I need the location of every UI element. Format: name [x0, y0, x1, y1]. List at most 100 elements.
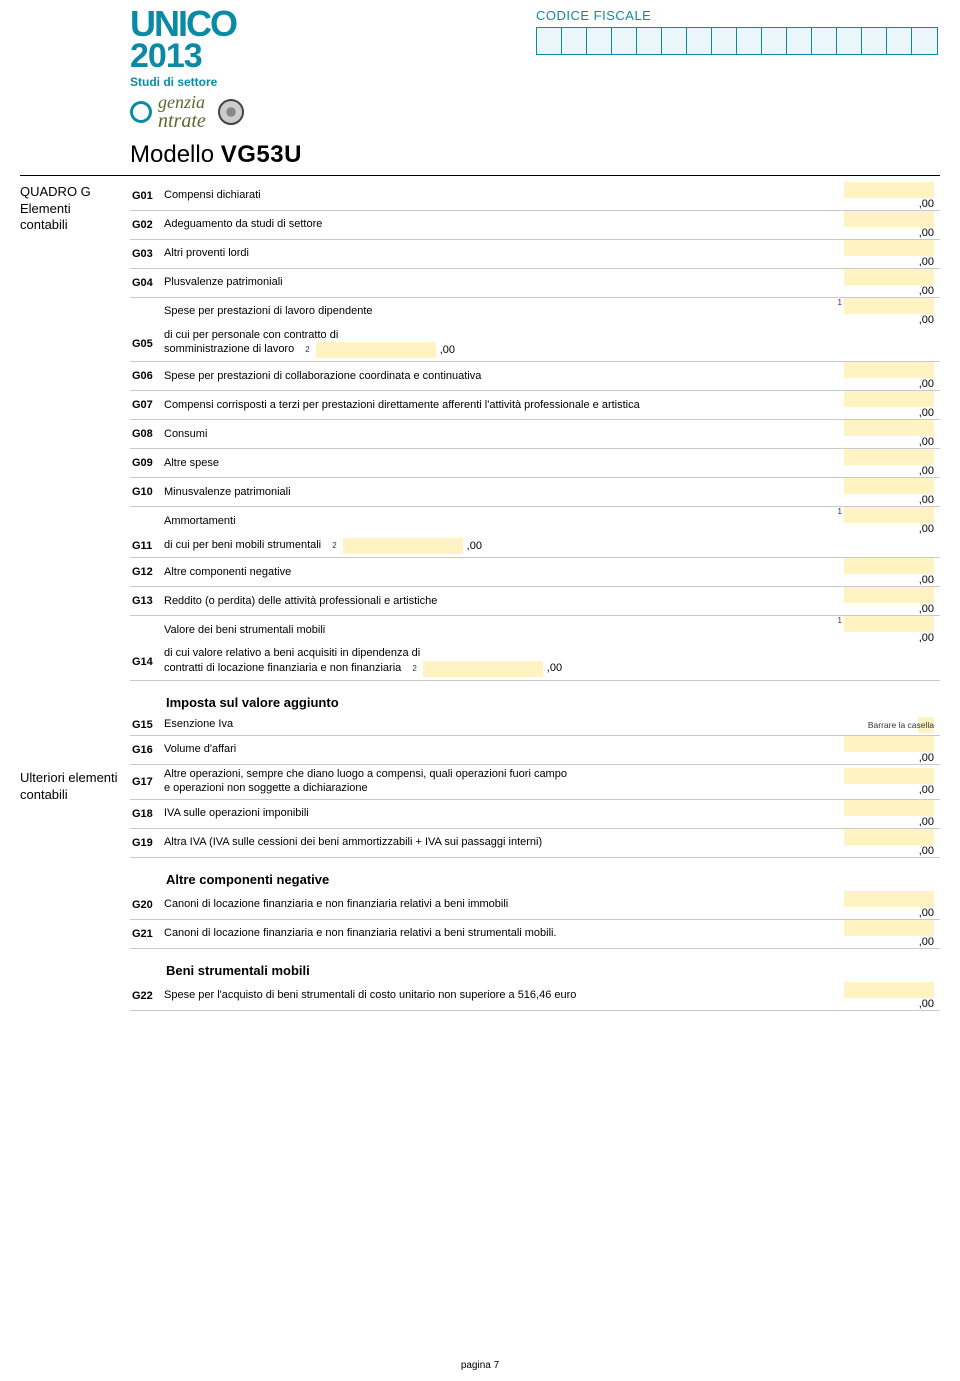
desc-g09: Altre spese: [164, 454, 830, 474]
input-g22[interactable]: [844, 982, 934, 998]
code-g15: G15: [130, 719, 164, 731]
row-g15: G15 Esenzione Iva Barrare la casella: [130, 714, 940, 736]
barrare-note: Barrare la casella: [868, 720, 934, 730]
input-g19[interactable]: [844, 829, 934, 845]
codice-fiscale-input[interactable]: [536, 27, 938, 55]
input-g07[interactable]: [844, 391, 934, 407]
sup1: 1: [838, 616, 842, 625]
suffix: ,00: [919, 465, 934, 477]
g05-line2b: somministrazione di lavoro: [164, 343, 294, 355]
val-g22: ,00: [830, 982, 940, 1010]
agenzia-icon: [130, 101, 152, 123]
agenzia-line1: genzia: [158, 92, 205, 112]
suffix: ,00: [919, 285, 934, 297]
row-g22: G22 Spese per l'acquisto di beni strumen…: [130, 982, 940, 1011]
suffix: ,00: [919, 198, 934, 210]
desc-g19: Altra IVA (IVA sulle cessioni dei beni a…: [164, 833, 830, 853]
desc-g16: Volume d'affari: [164, 740, 830, 760]
desc-g04: Plusvalenze patrimoniali: [164, 273, 830, 293]
code-g16: G16: [130, 744, 164, 756]
code-g21: G21: [130, 928, 164, 940]
input-g21[interactable]: [844, 920, 934, 936]
g05-line1: Spese per prestazioni di lavoro dipenden…: [164, 305, 373, 317]
code-g19: G19: [130, 837, 164, 849]
desc-g22: Spese per l'acquisto di beni strumentali…: [164, 986, 830, 1006]
suffix: ,00: [919, 314, 934, 326]
row-g02: G02 Adeguamento da studi di settore ,00: [130, 211, 940, 240]
input-g12[interactable]: [844, 558, 934, 574]
quadro-g-title: QUADRO G: [20, 184, 122, 201]
g14-line2a: di cui valore relativo a beni acquisiti …: [164, 647, 420, 659]
val-g10: ,00: [830, 478, 940, 506]
desc-g05-1: Spese per prestazioni di lavoro dipenden…: [164, 302, 830, 322]
input-g09[interactable]: [844, 449, 934, 465]
suffix: ,00: [919, 378, 934, 390]
suffix: ,00: [440, 344, 455, 358]
input-g04[interactable]: [844, 269, 934, 285]
row-g12: G12 Altre componenti negative ,00: [130, 558, 940, 587]
input-g03[interactable]: [844, 240, 934, 256]
modello-code: VG53U: [221, 141, 302, 168]
code-g01: G01: [130, 190, 164, 202]
code-g17: G17: [130, 776, 164, 788]
row-g09: G09 Altre spese ,00: [130, 449, 940, 478]
input-g11-2[interactable]: [343, 538, 463, 554]
input-g05-2[interactable]: [316, 342, 436, 358]
code-g07: G07: [130, 399, 164, 411]
page-number: pagina 7: [461, 1360, 499, 1371]
suffix: ,00: [919, 936, 934, 948]
val-g07: ,00: [830, 391, 940, 419]
modello-prefix: Modello: [130, 141, 214, 168]
suffix: ,00: [919, 256, 934, 268]
input-g13[interactable]: [844, 587, 934, 603]
input-g14-1[interactable]: [844, 616, 934, 632]
row-g14-bot: G14 di cui valore relativo a beni acquis…: [130, 644, 940, 681]
input-g02[interactable]: [844, 211, 934, 227]
g05-inline: 2 ,00: [305, 342, 455, 358]
input-g10[interactable]: [844, 478, 934, 494]
input-g16[interactable]: [844, 736, 934, 752]
divider: [20, 175, 940, 176]
input-g01[interactable]: [844, 182, 934, 198]
row-g11-bot: G11 di cui per beni mobili strumentali 2…: [130, 535, 940, 558]
val-g05-1: 1,00: [830, 298, 940, 326]
g05-line2a: di cui per personale con contratto di: [164, 329, 338, 341]
tax-form-page: UNICO 2013 Studi di settore CODICE FISCA…: [0, 0, 960, 1381]
row-g06: G06 Spese per prestazioni di collaborazi…: [130, 362, 940, 391]
sup2: 2: [412, 664, 416, 674]
g14-inline: 2 ,00: [412, 661, 562, 677]
row-g08: G08 Consumi ,00: [130, 420, 940, 449]
code-g11: G11: [130, 540, 164, 552]
val-g18: ,00: [830, 800, 940, 828]
val-g06: ,00: [830, 362, 940, 390]
input-g14-2[interactable]: [423, 661, 543, 677]
input-g05-1[interactable]: [844, 298, 934, 314]
input-g08[interactable]: [844, 420, 934, 436]
suffix: ,00: [919, 603, 934, 615]
section-neg-title: Altre componenti negative: [130, 858, 940, 891]
row-g17: G17 Altre operazioni, sempre che diano l…: [130, 765, 940, 800]
desc-g17: Altre operazioni, sempre che diano luogo…: [164, 765, 830, 799]
input-g18[interactable]: [844, 800, 934, 816]
brand-block: UNICO 2013 Studi di settore: [130, 8, 236, 89]
val-g20: ,00: [830, 891, 940, 919]
input-g11-1[interactable]: [844, 507, 934, 523]
row-g10: G10 Minusvalenze patrimoniali ,00: [130, 478, 940, 507]
section-iva-title: Imposta sul valore aggiunto: [130, 681, 940, 714]
desc-g20: Canoni di locazione finanziaria e non fi…: [164, 895, 830, 915]
modello-title: Modello VG53U: [130, 141, 940, 175]
desc-g06: Spese per prestazioni di collaborazione …: [164, 367, 830, 387]
desc-g07: Compensi corrisposti a terzi per prestaz…: [164, 396, 830, 416]
state-emblem-icon: [218, 99, 244, 125]
input-g17[interactable]: [844, 768, 934, 784]
val-g17: ,00: [830, 768, 940, 796]
g17-line2: e operazioni non soggette a dichiarazion…: [164, 782, 368, 794]
g11-line2: di cui per beni mobili strumentali: [164, 539, 321, 551]
desc-g11-2: di cui per beni mobili strumentali 2 ,00: [164, 535, 830, 557]
val-g16: ,00: [830, 736, 940, 764]
ulteriori-title-2: contabili: [20, 787, 122, 804]
suffix: ,00: [919, 632, 934, 644]
input-g20[interactable]: [844, 891, 934, 907]
code-g05: G05: [130, 338, 164, 350]
input-g06[interactable]: [844, 362, 934, 378]
